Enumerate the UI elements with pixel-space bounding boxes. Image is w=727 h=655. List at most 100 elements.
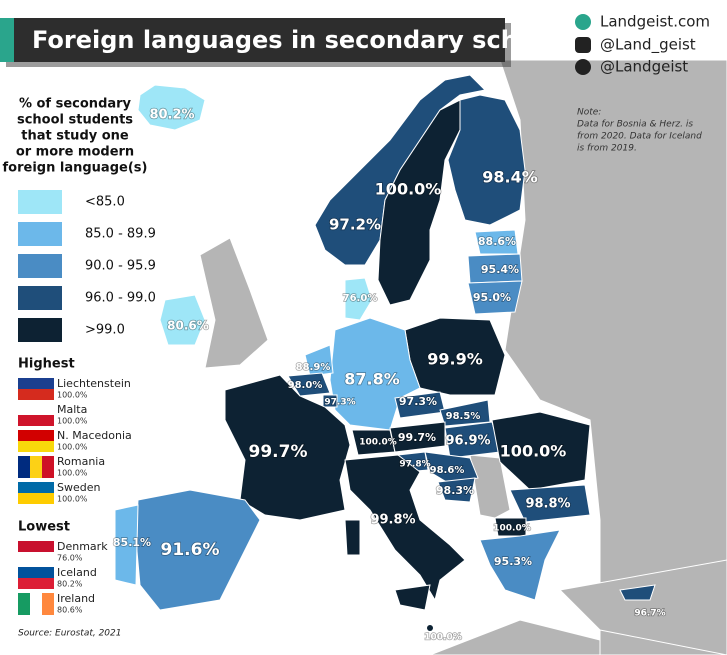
legend-label: 85.0 - 89.9 [85, 227, 156, 242]
map-label: 98.0% [288, 380, 323, 391]
list-name: Denmark [57, 540, 108, 553]
list-name: Malta [57, 403, 87, 416]
list-title: Highest [18, 357, 75, 372]
map-label: 98.4% [482, 168, 538, 187]
list-value: 100.0% [57, 469, 88, 478]
bosnia [437, 477, 476, 503]
sicily [394, 584, 431, 611]
flag [42, 593, 54, 615]
list-name: Liechtenstein [57, 377, 131, 390]
legend-swatch [18, 318, 62, 342]
title: Foreign languages in secondary school [32, 26, 559, 54]
map-label: 88.6% [478, 235, 516, 248]
greece [479, 529, 561, 601]
brand-site: Landgeist.com [600, 13, 710, 31]
list-name: Ireland [57, 592, 95, 605]
flag [18, 482, 54, 493]
countries [114, 59, 727, 655]
netherlands [304, 344, 334, 377]
land-turkey [558, 559, 727, 655]
note-line: Data for Bosnia & Herz. is [577, 120, 693, 130]
sweden [377, 99, 461, 306]
ireland [159, 294, 206, 346]
map-label: 97.3% [324, 398, 355, 408]
note-line: Note: [577, 108, 601, 118]
legend-swatch [18, 254, 62, 278]
legend-swatch [18, 286, 62, 310]
map-label: 95.3% [494, 555, 532, 568]
legend-title: foreign language(s) [3, 161, 148, 176]
flag [18, 456, 30, 478]
site-icon [575, 14, 591, 30]
italy [344, 454, 466, 602]
map-label: 98.6% [430, 465, 465, 476]
legend-label: <85.0 [85, 195, 125, 210]
list-value: 80.2% [57, 580, 83, 589]
list-title: Lowest [18, 520, 70, 535]
flag [18, 593, 30, 615]
map-labels: 80.2% 100.0% 98.4% 97.2% 88.6% 95.4% 95.0% 76.0… [112, 107, 666, 644]
flag [18, 415, 54, 426]
list-name: N. Macedonia [57, 429, 132, 442]
note-line: from 2020. Data for Iceland [577, 132, 702, 142]
legend-swatch [18, 222, 62, 246]
list-value: 100.0% [57, 391, 88, 400]
lithuania [467, 280, 523, 315]
list-name: Sweden [57, 481, 100, 494]
map-label: 99.8% [370, 513, 415, 528]
map-label: 95.4% [481, 263, 519, 276]
legend-title: % of secondary [19, 97, 132, 112]
flag [18, 389, 54, 400]
list-name: Iceland [57, 566, 97, 579]
flag [18, 578, 54, 589]
list-value: 100.0% [57, 495, 88, 504]
list-value: 100.0% [57, 417, 88, 426]
spain [135, 489, 261, 611]
map-label: 99.9% [427, 350, 483, 369]
map-label: 80.2% [149, 108, 194, 123]
flag [18, 493, 54, 504]
legend-title: that study one [21, 129, 129, 144]
brand-instagram: @Land_geist [600, 36, 696, 55]
note: Note: Data for Bosnia & Herz. is from 2020… [577, 108, 702, 154]
title-banner [0, 18, 505, 62]
iceland [137, 84, 206, 131]
map-label: 100.0% [424, 633, 462, 643]
austria [389, 421, 446, 453]
finland [447, 94, 526, 226]
legend-label: 96.0 - 99.0 [85, 291, 156, 306]
map-label: 85.1% [113, 536, 151, 549]
portugal [114, 504, 139, 586]
legend-label: 90.0 - 95.9 [85, 259, 156, 274]
instagram-icon [575, 37, 591, 53]
flag [18, 541, 54, 552]
map-label: 100.0% [493, 524, 531, 534]
land-south [429, 619, 601, 655]
flag [18, 378, 54, 389]
map-label: 98.3% [436, 484, 474, 497]
belgium [287, 372, 331, 397]
uk [199, 237, 269, 369]
map-label: 99.7% [398, 431, 436, 444]
france [224, 374, 351, 521]
map-label: 100.0% [375, 180, 442, 199]
cyprus [619, 584, 656, 601]
flag [30, 593, 42, 615]
legend-title: or more modern [16, 145, 134, 160]
sardinia [344, 519, 361, 556]
serbia [469, 454, 511, 519]
map-label: 97.8% [399, 460, 430, 470]
title-accent [0, 18, 14, 62]
map-label: 95.0% [473, 291, 511, 304]
bulgaria [509, 484, 591, 523]
twitter-icon [575, 59, 591, 75]
malta [427, 625, 433, 631]
legend-title: school students [17, 113, 133, 128]
map-label: 98.8% [525, 497, 570, 512]
flag [18, 567, 54, 578]
luxembourg [322, 394, 338, 408]
flag [18, 441, 54, 452]
